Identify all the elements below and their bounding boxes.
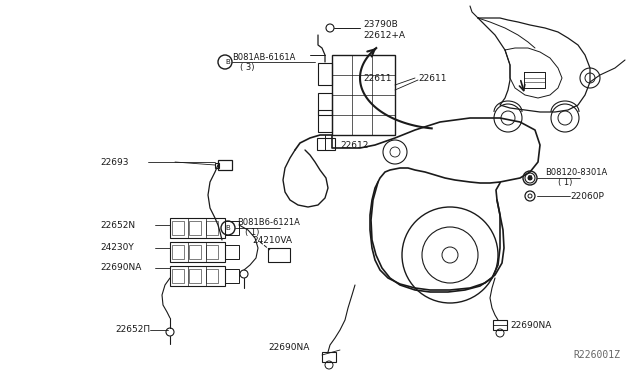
Bar: [172, 221, 184, 235]
Bar: [206, 269, 218, 283]
Bar: [218, 160, 232, 170]
Text: ( 3): ( 3): [240, 62, 255, 71]
Bar: [332, 55, 395, 135]
Bar: [206, 245, 218, 259]
Text: 24230Y: 24230Y: [100, 244, 134, 253]
Text: B08120-8301A: B08120-8301A: [545, 167, 607, 176]
Bar: [206, 221, 218, 235]
Text: 22690NA: 22690NA: [100, 263, 141, 273]
Text: 22652Π: 22652Π: [115, 326, 150, 334]
Text: 24210VA: 24210VA: [252, 235, 292, 244]
Text: 22652N: 22652N: [100, 221, 135, 230]
Text: B081AB-6161A: B081AB-6161A: [232, 52, 296, 61]
Text: 23790B: 23790B: [363, 19, 397, 29]
Text: ( 1): ( 1): [558, 177, 572, 186]
Bar: [493, 320, 507, 330]
Bar: [170, 242, 225, 262]
Bar: [170, 266, 225, 286]
Text: 22612: 22612: [340, 141, 369, 150]
Bar: [317, 138, 335, 150]
Bar: [268, 248, 290, 262]
Text: 22690NA: 22690NA: [269, 343, 310, 353]
Text: 22693: 22693: [100, 157, 129, 167]
Bar: [318, 110, 332, 132]
Text: 22611: 22611: [418, 74, 447, 83]
Bar: [322, 352, 336, 362]
Bar: [189, 245, 201, 259]
Bar: [172, 269, 184, 283]
Bar: [189, 269, 201, 283]
Bar: [189, 221, 201, 235]
Text: B: B: [226, 59, 230, 65]
Bar: [225, 245, 239, 259]
Text: B081B6-6121A: B081B6-6121A: [237, 218, 300, 227]
Text: B: B: [226, 225, 230, 231]
Text: 22060P: 22060P: [570, 192, 604, 201]
Bar: [225, 221, 239, 235]
Bar: [318, 63, 332, 85]
Bar: [215, 163, 219, 168]
Bar: [170, 218, 225, 238]
Text: 22690NA: 22690NA: [510, 321, 552, 330]
Text: ( 1): ( 1): [245, 228, 259, 237]
Bar: [225, 269, 239, 283]
Bar: [318, 93, 332, 115]
Text: 22612+A: 22612+A: [363, 31, 405, 39]
Circle shape: [528, 176, 532, 180]
Bar: [172, 245, 184, 259]
Text: 22611: 22611: [363, 74, 392, 83]
Text: R226001Z: R226001Z: [573, 350, 620, 360]
Text: B: B: [527, 175, 532, 181]
